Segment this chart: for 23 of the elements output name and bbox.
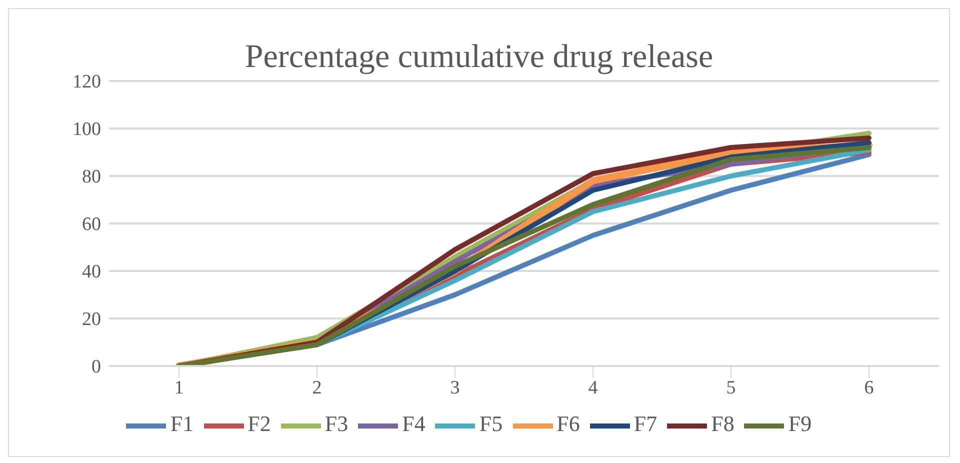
- y-tick-label: 80: [82, 166, 101, 188]
- x-tick-label: 2: [312, 377, 322, 398]
- y-tick-label: 100: [72, 119, 101, 140]
- legend-label: F9: [788, 411, 812, 436]
- x-tick-label: 3: [450, 377, 460, 398]
- legend-label: F5: [479, 411, 503, 436]
- legend-label: F6: [556, 411, 580, 436]
- x-tick-label: 4: [588, 377, 598, 398]
- y-tick-label: 40: [82, 262, 101, 283]
- y-tick-label: 20: [82, 309, 101, 330]
- y-tick-label: 60: [82, 214, 101, 236]
- legend-label: F4: [402, 411, 426, 436]
- legend-label: F8: [711, 411, 734, 436]
- x-tick-label: 5: [726, 377, 736, 398]
- y-tick-label: 120: [72, 72, 101, 93]
- legend-label: F3: [324, 411, 348, 436]
- legend-label: F2: [248, 411, 271, 436]
- chart-title: Percentage cumulative drug release: [244, 39, 714, 75]
- legend-label: F1: [170, 411, 194, 436]
- x-tick-label: 1: [174, 377, 184, 398]
- y-tick-label: 0: [92, 356, 101, 378]
- x-tick-label: 6: [864, 377, 874, 398]
- legend-label: F7: [634, 411, 658, 436]
